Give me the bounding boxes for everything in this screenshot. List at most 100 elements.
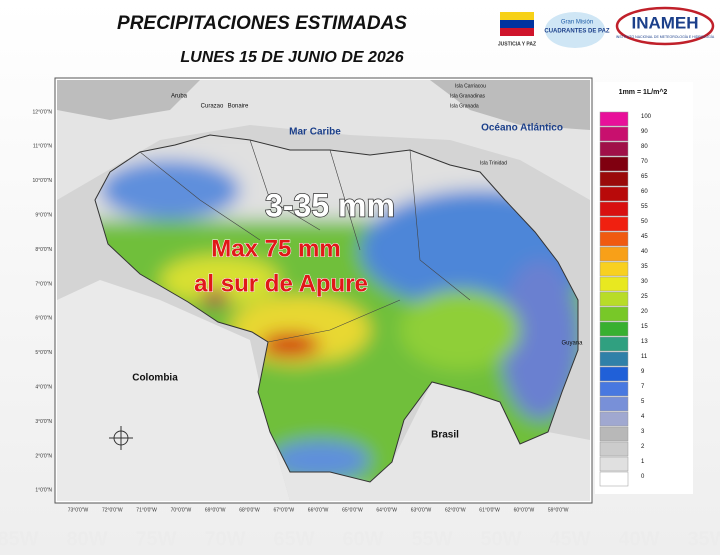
legend-swatch: [599, 411, 629, 427]
map: [57, 80, 590, 501]
longitude-label: 70°0'0"W: [171, 507, 192, 513]
latitude-label: 11°0'0"N: [33, 144, 52, 150]
background-label: 35W: [687, 528, 720, 550]
background-label: 50W: [480, 528, 521, 550]
longitude-label: 63°0'0"W: [411, 507, 432, 513]
legend-swatch: [599, 261, 629, 277]
compass: [109, 426, 133, 450]
date: LUNES 15 DE JUNIO DE 2026: [180, 49, 403, 66]
legend-swatch: [599, 126, 629, 142]
place-label: Colombia: [132, 373, 178, 384]
legend-label: 5: [641, 399, 645, 405]
latitude-label: 8°0'0"N: [35, 247, 52, 253]
longitude-label: 62°0'0"W: [445, 507, 466, 513]
legend-label: 11: [641, 354, 648, 360]
legend-swatch: [599, 231, 629, 247]
longitude-label: 66°0'0"W: [308, 507, 329, 513]
longitude-label: 60°0'0"W: [514, 507, 535, 513]
longitude-label: 64°0'0"W: [376, 507, 397, 513]
legend-label: 15: [641, 324, 648, 330]
place-label: Curazao: [201, 104, 224, 110]
logo-text: INAMEH: [631, 13, 698, 32]
legend-label: 65: [641, 174, 648, 180]
legend-swatch: [599, 216, 629, 232]
legend-label: 40: [641, 249, 648, 255]
legend-swatch: [599, 351, 629, 367]
legend-label: 80: [641, 144, 648, 150]
latitude-label: 5°0'0"N: [35, 350, 52, 356]
latitude-label: 7°0'0"N: [35, 281, 52, 287]
latitude-labels: 12°0'0"N 11°0'0"N 10°0'0"N 9°0'0"N 8°0'0"N 7°…: [33, 109, 53, 493]
longitude-label: 73°0'0"W: [68, 507, 89, 513]
longitude-label: 67°0'0"W: [274, 507, 295, 513]
legend-items: 1009080706560555045403530252015131197543…: [599, 111, 652, 487]
legend-label: 70: [641, 159, 648, 165]
legend-label: 3: [641, 429, 645, 435]
legend-swatch: [599, 141, 629, 157]
place-label: Guyana: [561, 341, 583, 347]
latitude-label: 12°0'0"N: [33, 109, 53, 115]
background-label: 85W: [0, 528, 39, 550]
longitude-label: 65°0'0"W: [342, 507, 363, 513]
legend-label: 100: [641, 114, 652, 120]
place-label: Mar Caribe: [289, 127, 341, 138]
place-label: Isla Carriacou: [455, 83, 486, 89]
legend-label: 1: [641, 459, 645, 465]
annotation: 3-35 mm: [265, 187, 395, 223]
latitude-label: 10°0'0"N: [33, 178, 53, 184]
legend-swatch: [599, 441, 629, 457]
logo-text: JUSTICIA Y PAZ: [498, 41, 536, 47]
legend-label: 7: [641, 384, 645, 390]
background-label: 45W: [549, 528, 590, 550]
legend-swatch: [599, 276, 629, 292]
legend-swatch: [599, 366, 629, 382]
legend-swatch: [599, 381, 629, 397]
background-label: 40W: [618, 528, 659, 550]
legend-label: 60: [641, 189, 648, 195]
logos: JUSTICIA Y PAZ Gran Misión CUADRANTES DE…: [498, 6, 715, 48]
legend-label: 30: [641, 279, 648, 285]
logo-text: Gran Misión: [561, 20, 593, 26]
legend-swatch: [599, 201, 629, 217]
legend-swatch: [599, 246, 629, 262]
longitude-labels: 73°0'0"W 72°0'0"W 71°0'0"W 70°0'0"W 69°0'0"W…: [68, 507, 569, 513]
longitude-label: 69°0'0"W: [205, 507, 226, 513]
annotation: al sur de Apure: [194, 270, 368, 297]
legend-swatch: [599, 186, 629, 202]
background-label: 70W: [204, 528, 245, 550]
legend-label: 50: [641, 219, 648, 225]
latitude-label: 1°0'0"N: [35, 488, 52, 494]
latitude-label: 4°0'0"N: [35, 385, 52, 391]
place-label: Brasil: [431, 430, 459, 441]
logo-text: INSTITUTO NACIONAL DE METEOROLOGÍA E HID…: [616, 35, 715, 39]
legend-swatch: [599, 291, 629, 307]
legend-swatch: [599, 396, 629, 412]
legend-label: 9: [641, 369, 645, 375]
legend-title: 1mm = 1L/m^2: [619, 88, 668, 96]
title: PRECIPITACIONES ESTIMADAS: [117, 13, 407, 34]
legend-swatch: [599, 456, 629, 472]
longitude-label: 71°0'0"W: [136, 507, 157, 513]
place-label: Bonaire: [228, 104, 249, 110]
background-label: 80W: [66, 528, 107, 550]
legend-swatch: [599, 156, 629, 172]
place-label: Océano Atlántico: [481, 123, 563, 134]
legend-label: 13: [641, 339, 648, 345]
place-label: Isla Granada: [450, 103, 479, 109]
background-label: 75W: [135, 528, 176, 550]
legend-swatch: [599, 306, 629, 322]
legend-label: 2: [641, 444, 645, 450]
logo-text: CUADRANTES DE PAZ: [544, 29, 610, 35]
longitude-label: 72°0'0"W: [102, 507, 123, 513]
legend-label: 55: [641, 204, 648, 210]
longitude-label: 59°0'0"W: [548, 507, 569, 513]
legend-label: 4: [641, 414, 645, 420]
legend-label: 0: [641, 474, 645, 480]
latitude-label: 3°0'0"N: [35, 419, 52, 425]
legend-swatch: [599, 471, 629, 487]
legend-swatch: [599, 111, 629, 127]
annotation: Max 75 mm: [211, 235, 340, 262]
latitude-label: 9°0'0"N: [35, 213, 52, 219]
legend-swatch: [599, 321, 629, 337]
